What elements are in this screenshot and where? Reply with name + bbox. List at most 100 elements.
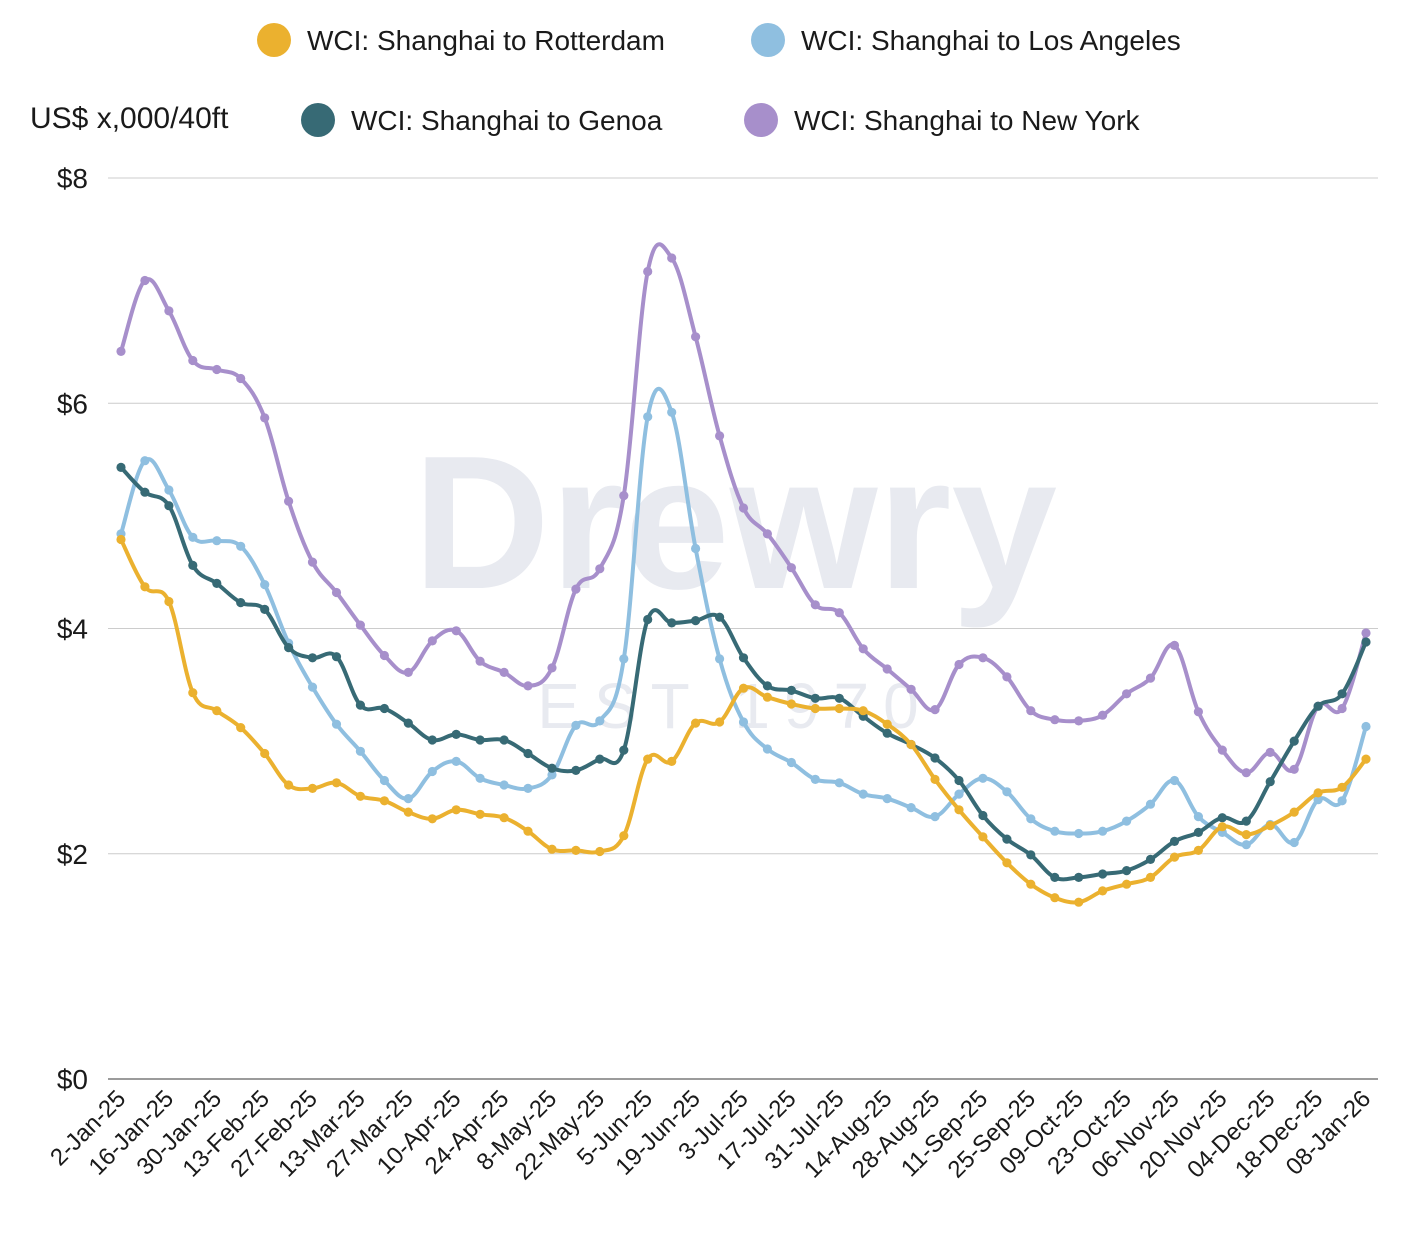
data-point xyxy=(164,596,174,607)
data-point xyxy=(403,807,413,817)
data-point xyxy=(1361,637,1371,647)
data-point xyxy=(1337,782,1347,792)
data-point xyxy=(1122,689,1132,699)
series-line-new-york xyxy=(119,242,1368,775)
data-point xyxy=(260,748,270,759)
data-point xyxy=(1169,775,1180,786)
data-point xyxy=(403,667,413,678)
data-point xyxy=(643,266,653,277)
data-point xyxy=(355,700,365,710)
data-point xyxy=(930,774,940,785)
data-point xyxy=(643,614,653,625)
data-point xyxy=(834,778,844,788)
data-point xyxy=(212,706,222,716)
data-point xyxy=(523,748,533,759)
data-point xyxy=(1050,893,1060,903)
data-point xyxy=(1337,796,1347,806)
legend-item-genoa: WCI: Shanghai to Genoa xyxy=(301,103,663,137)
data-point xyxy=(906,684,916,694)
data-point xyxy=(355,746,365,756)
data-point xyxy=(427,735,437,745)
data-point xyxy=(307,783,318,794)
data-point xyxy=(786,757,797,768)
data-point xyxy=(954,775,964,786)
data-point xyxy=(595,846,605,857)
legend-label: WCI: Shanghai to Los Angeles xyxy=(801,25,1181,56)
data-point xyxy=(1098,710,1108,720)
data-point xyxy=(164,485,174,495)
legend-item-new-york: WCI: Shanghai to New York xyxy=(744,103,1141,137)
y-tick-label: $6 xyxy=(57,388,88,419)
data-point xyxy=(140,275,150,286)
data-point xyxy=(810,703,820,714)
data-point xyxy=(475,656,485,666)
series-new-york xyxy=(116,242,1371,778)
data-point xyxy=(1241,840,1251,850)
data-point xyxy=(834,693,844,703)
legend-label: WCI: Shanghai to Rotterdam xyxy=(307,25,665,56)
data-point xyxy=(1002,834,1012,844)
data-point xyxy=(1265,777,1275,787)
data-point xyxy=(738,503,749,513)
data-point xyxy=(523,826,533,836)
data-point xyxy=(451,805,461,815)
data-point xyxy=(930,812,940,822)
data-point xyxy=(810,774,820,785)
data-point xyxy=(1193,845,1203,856)
data-point xyxy=(1050,826,1060,836)
data-point xyxy=(236,723,246,733)
data-point xyxy=(858,644,868,654)
data-point xyxy=(715,654,725,664)
data-point xyxy=(1050,872,1060,883)
data-point xyxy=(1074,716,1084,726)
data-point xyxy=(762,529,773,539)
data-point xyxy=(188,560,198,571)
data-point xyxy=(260,413,270,423)
data-point xyxy=(284,780,294,790)
data-point xyxy=(475,735,485,745)
x-axis-ticks: 2-Jan-2516-Jan-2530-Jan-2513-Feb-2527-Fe… xyxy=(45,1085,1376,1185)
data-point xyxy=(307,653,318,663)
data-point xyxy=(786,699,797,709)
data-point xyxy=(858,789,868,799)
data-point xyxy=(1289,837,1299,848)
data-point xyxy=(1026,879,1036,889)
data-point xyxy=(1313,701,1323,711)
legend-item-los-angeles: WCI: Shanghai to Los Angeles xyxy=(751,23,1181,57)
data-point xyxy=(810,693,820,703)
data-point xyxy=(1145,673,1156,683)
data-point xyxy=(140,456,150,466)
legend-swatch xyxy=(744,103,778,137)
legend-label: WCI: Shanghai to New York xyxy=(794,105,1141,136)
data-point xyxy=(403,794,413,804)
data-point xyxy=(810,600,820,610)
gridlines xyxy=(108,177,1378,1080)
legend-swatch xyxy=(301,103,335,137)
data-point xyxy=(930,705,940,715)
data-point xyxy=(1098,826,1108,836)
data-point xyxy=(667,618,677,628)
data-point xyxy=(786,563,797,573)
data-point xyxy=(715,612,725,622)
series-rotterdam xyxy=(116,534,1371,907)
data-point xyxy=(164,501,174,511)
data-point xyxy=(260,604,270,615)
data-point xyxy=(1122,866,1132,876)
data-point xyxy=(858,706,868,716)
data-point xyxy=(762,744,773,754)
data-point xyxy=(1169,836,1180,847)
data-point xyxy=(1337,689,1347,699)
data-point xyxy=(1193,812,1203,822)
data-point xyxy=(1145,872,1156,883)
data-point xyxy=(882,719,892,729)
data-point xyxy=(978,832,988,842)
y-tick-label: $4 xyxy=(57,614,88,645)
data-point xyxy=(762,681,773,691)
data-point xyxy=(499,735,509,745)
data-point xyxy=(427,814,437,824)
y-tick-label: $2 xyxy=(57,839,88,870)
data-point xyxy=(619,654,629,664)
data-point xyxy=(786,685,797,696)
data-point xyxy=(691,332,701,342)
